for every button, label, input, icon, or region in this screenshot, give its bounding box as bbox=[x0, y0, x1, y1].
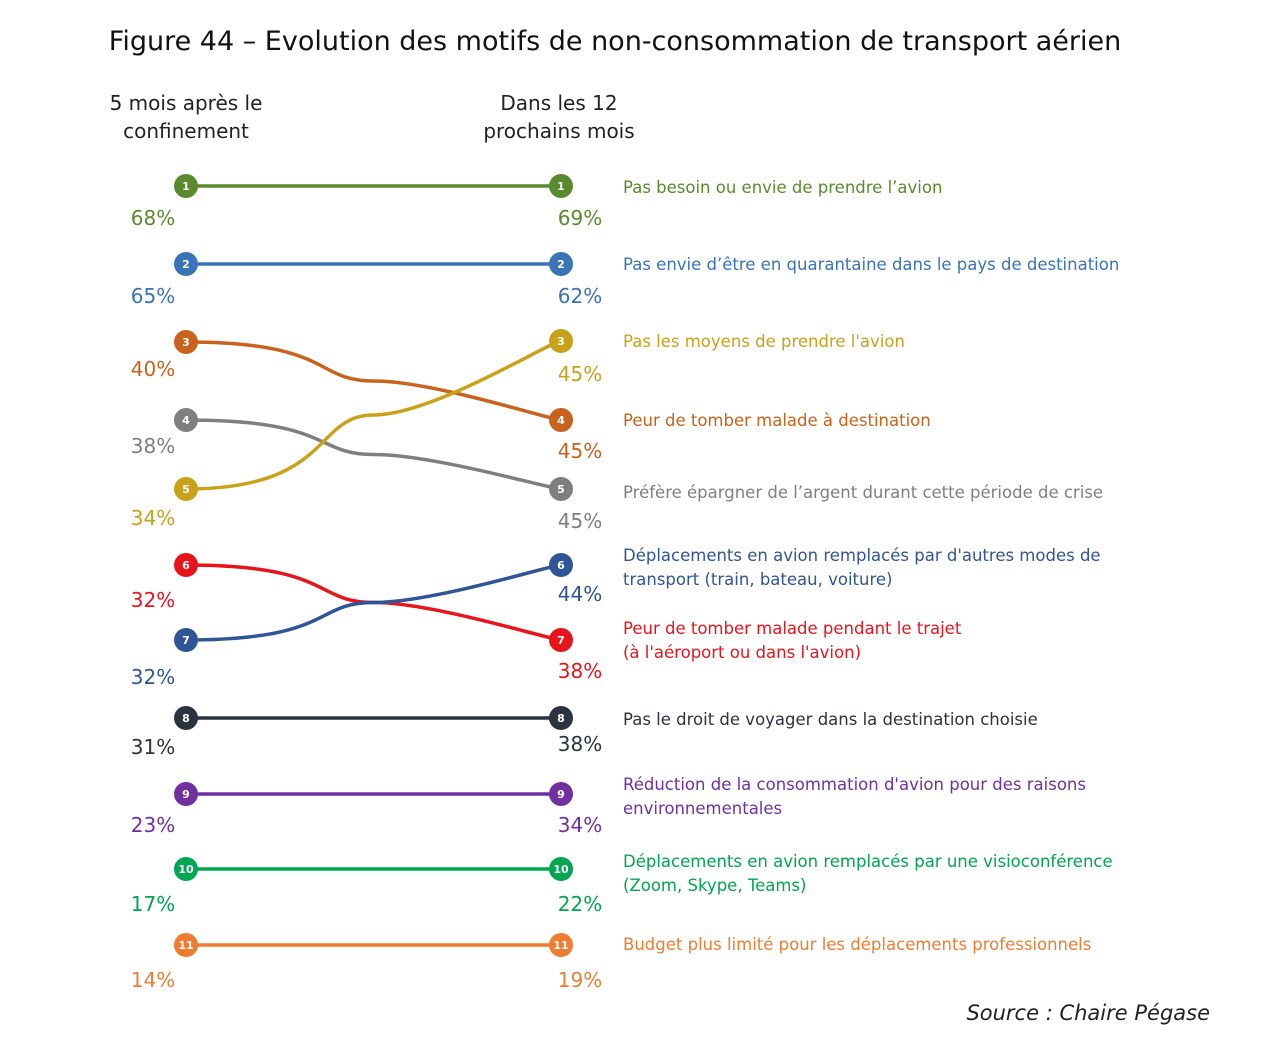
rank-marker bbox=[174, 252, 198, 276]
column-header-line: confinement bbox=[123, 119, 249, 143]
column-header-line: Dans les 12 bbox=[500, 91, 617, 115]
source-note: Source : Chaire Pégase bbox=[966, 1001, 1210, 1025]
value-label-left: 17% bbox=[131, 892, 175, 916]
rank-marker bbox=[174, 330, 198, 354]
series-label: Réduction de la consommation d'avion pou… bbox=[623, 775, 1086, 794]
rank-marker bbox=[549, 174, 573, 198]
rank-number: 6 bbox=[557, 559, 565, 572]
series-label: Peur de tomber malade à destination bbox=[623, 411, 931, 430]
column-header-left: 5 mois après le confinement bbox=[110, 91, 263, 143]
series-label: Pas le droit de voyager dans la destinat… bbox=[623, 710, 1038, 729]
rank-marker bbox=[174, 553, 198, 577]
value-label-left: 65% bbox=[131, 284, 175, 308]
rank-marker bbox=[174, 782, 198, 806]
rank-number: 4 bbox=[182, 414, 190, 427]
rank-number: 1 bbox=[182, 180, 190, 193]
value-label-right: 45% bbox=[558, 509, 602, 533]
rank-marker bbox=[174, 706, 198, 730]
rank-number: 4 bbox=[557, 414, 565, 427]
series-label: (à l'aéroport ou dans l'avion) bbox=[623, 643, 861, 662]
series-label: Déplacements en avion remplacés par d'au… bbox=[623, 546, 1101, 565]
value-label-left: 32% bbox=[131, 588, 175, 612]
value-label-left: 14% bbox=[131, 968, 175, 992]
rank-number: 9 bbox=[182, 788, 190, 801]
series-line bbox=[185, 339, 562, 491]
rank-number: 1 bbox=[557, 180, 565, 193]
value-label-left: 23% bbox=[131, 813, 175, 837]
rank-marker bbox=[549, 553, 573, 577]
rank-marker bbox=[549, 477, 573, 501]
value-label-right: 38% bbox=[558, 659, 602, 683]
rank-number: 10 bbox=[178, 863, 194, 876]
value-label-right: 62% bbox=[558, 284, 602, 308]
rank-marker bbox=[174, 933, 198, 957]
rank-marker bbox=[549, 857, 573, 881]
series-label: environnementales bbox=[623, 799, 782, 818]
rank-marker bbox=[549, 408, 573, 432]
value-label-right: 22% bbox=[558, 892, 602, 916]
rank-number: 2 bbox=[182, 258, 190, 271]
value-label-right: 45% bbox=[558, 439, 602, 463]
series-label: (Zoom, Skype, Teams) bbox=[623, 876, 806, 895]
column-header-right: Dans les 12 prochains mois bbox=[483, 91, 634, 143]
rank-marker bbox=[549, 252, 573, 276]
rank-marker bbox=[549, 706, 573, 730]
rank-number: 8 bbox=[557, 712, 565, 725]
series-lines bbox=[185, 184, 562, 947]
rank-marker bbox=[549, 782, 573, 806]
rank-number: 9 bbox=[557, 788, 565, 801]
series-label: Pas les moyens de prendre l'avion bbox=[623, 332, 905, 351]
value-label-left: 38% bbox=[131, 434, 175, 458]
value-label-left: 31% bbox=[131, 735, 175, 759]
series-label: Déplacements en avion remplacés par une … bbox=[623, 852, 1113, 871]
rank-number: 10 bbox=[553, 863, 569, 876]
rank-marker bbox=[174, 477, 198, 501]
rank-marker bbox=[549, 933, 573, 957]
rank-number: 8 bbox=[182, 712, 190, 725]
rank-marker bbox=[549, 628, 573, 652]
rank-number: 5 bbox=[182, 483, 190, 496]
series-line bbox=[185, 418, 562, 491]
value-label-right: 19% bbox=[558, 968, 602, 992]
value-and-series-labels: 68% 69% Pas besoin ou envie de prendre l’a… bbox=[131, 178, 1120, 992]
series-label: Peur de tomber malade pendant le trajet bbox=[623, 619, 962, 638]
series-label: Pas envie d’être en quarantaine dans le … bbox=[623, 255, 1119, 274]
value-label-right: 44% bbox=[558, 582, 602, 606]
value-label-left: 40% bbox=[131, 357, 175, 381]
series-label: Budget plus limité pour les déplacements… bbox=[623, 935, 1091, 954]
column-header-line: 5 mois après le bbox=[110, 91, 263, 115]
value-label-right: 38% bbox=[558, 732, 602, 756]
value-label-left: 68% bbox=[131, 206, 175, 230]
series-line bbox=[185, 563, 562, 642]
rank-number: 11 bbox=[178, 939, 193, 952]
rank-marker bbox=[549, 329, 573, 353]
rank-number: 7 bbox=[182, 634, 190, 647]
rank-number: 3 bbox=[557, 335, 565, 348]
value-label-right: 69% bbox=[558, 206, 602, 230]
series-label: transport (train, bateau, voiture) bbox=[623, 570, 892, 589]
rank-marker bbox=[174, 408, 198, 432]
series-line bbox=[185, 340, 562, 422]
rank-number: 7 bbox=[557, 634, 565, 647]
rank-number: 11 bbox=[553, 939, 568, 952]
value-label-left: 32% bbox=[131, 665, 175, 689]
rank-marker bbox=[174, 174, 198, 198]
rank-number: 5 bbox=[557, 483, 565, 496]
rank-number: 3 bbox=[182, 336, 190, 349]
value-label-right: 45% bbox=[558, 362, 602, 386]
rank-marker bbox=[174, 628, 198, 652]
rank-number: 2 bbox=[557, 258, 565, 271]
column-header-line: prochains mois bbox=[483, 119, 634, 143]
value-label-right: 34% bbox=[558, 813, 602, 837]
rank-number: 6 bbox=[182, 559, 190, 572]
rank-marker bbox=[174, 857, 198, 881]
series-label: Pas besoin ou envie de prendre l’avion bbox=[623, 178, 942, 197]
value-label-left: 34% bbox=[131, 506, 175, 530]
chart-title: Figure 44 – Evolution des motifs de non-… bbox=[109, 26, 1121, 57]
series-label: Préfère épargner de l’argent durant cett… bbox=[623, 483, 1103, 502]
